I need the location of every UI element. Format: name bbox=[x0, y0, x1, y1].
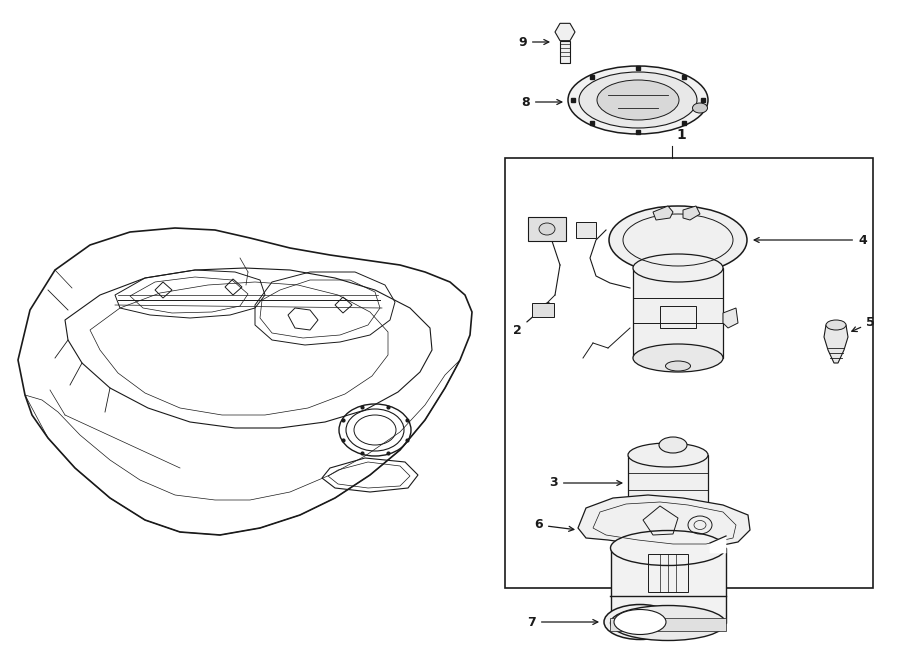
Text: 3: 3 bbox=[549, 477, 622, 490]
Bar bbox=[528, 217, 566, 241]
Bar bbox=[633, 268, 723, 358]
Ellipse shape bbox=[826, 320, 846, 330]
Bar bbox=[505, 158, 873, 588]
Polygon shape bbox=[610, 618, 726, 631]
Polygon shape bbox=[710, 536, 726, 553]
Bar bbox=[660, 306, 696, 328]
Ellipse shape bbox=[579, 72, 697, 128]
Polygon shape bbox=[555, 23, 575, 41]
Polygon shape bbox=[824, 325, 848, 363]
Ellipse shape bbox=[614, 609, 666, 635]
Bar bbox=[560, 41, 570, 63]
Ellipse shape bbox=[568, 66, 708, 134]
Text: 4: 4 bbox=[754, 233, 867, 247]
Polygon shape bbox=[578, 495, 750, 548]
Ellipse shape bbox=[633, 344, 723, 372]
Ellipse shape bbox=[633, 254, 723, 282]
Ellipse shape bbox=[610, 531, 725, 566]
Text: 8: 8 bbox=[521, 95, 562, 108]
Polygon shape bbox=[576, 222, 596, 238]
Bar bbox=[611, 548, 726, 623]
Bar bbox=[648, 554, 688, 592]
Ellipse shape bbox=[692, 103, 707, 113]
Text: 7: 7 bbox=[527, 615, 598, 629]
Ellipse shape bbox=[610, 605, 725, 641]
Ellipse shape bbox=[609, 206, 747, 274]
Bar bbox=[628, 455, 708, 510]
Ellipse shape bbox=[628, 443, 708, 467]
Text: 6: 6 bbox=[535, 518, 574, 531]
Text: 2: 2 bbox=[513, 303, 549, 336]
Ellipse shape bbox=[597, 80, 679, 120]
Ellipse shape bbox=[628, 498, 708, 522]
Polygon shape bbox=[683, 206, 700, 220]
Text: 9: 9 bbox=[518, 36, 549, 48]
Polygon shape bbox=[653, 206, 673, 220]
Ellipse shape bbox=[539, 223, 555, 235]
Bar bbox=[532, 303, 554, 317]
Text: 1: 1 bbox=[676, 128, 686, 142]
Polygon shape bbox=[723, 308, 738, 328]
Ellipse shape bbox=[604, 605, 676, 639]
Ellipse shape bbox=[659, 437, 687, 453]
Ellipse shape bbox=[665, 361, 690, 371]
Text: 5: 5 bbox=[851, 317, 875, 332]
